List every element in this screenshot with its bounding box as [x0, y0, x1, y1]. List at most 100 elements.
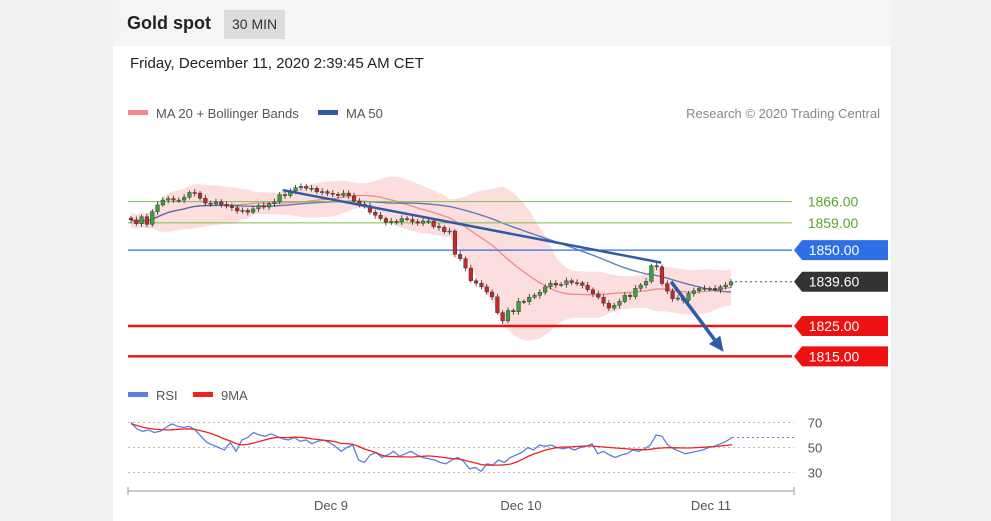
- rsi-tick-label: 70: [808, 416, 822, 431]
- candle: [643, 281, 649, 286]
- candle: [511, 310, 516, 312]
- legend-label: MA 20 + Bollinger Bands: [156, 106, 299, 121]
- candle: [596, 293, 601, 298]
- pivot-price-label: 1850.00: [809, 242, 860, 258]
- forecast-arrow-shaft: [669, 280, 717, 341]
- candle: [272, 201, 277, 204]
- current-price-box: [794, 271, 888, 292]
- resistance-trendline: [282, 188, 662, 264]
- candle: [521, 301, 526, 303]
- candle: [675, 297, 680, 300]
- candle: [351, 195, 357, 202]
- candle: [436, 226, 442, 228]
- timeframe-button[interactable]: 30 MIN: [224, 10, 286, 39]
- candle: [474, 280, 479, 284]
- candle: [139, 216, 144, 224]
- candle: [197, 192, 203, 199]
- candle: [304, 186, 309, 189]
- candle: [336, 194, 341, 196]
- legend-swatch: [128, 392, 148, 397]
- instrument-title: Gold spot: [127, 13, 211, 33]
- candle: [659, 266, 665, 284]
- candle: [633, 288, 638, 297]
- candle: [431, 220, 436, 227]
- candle: [383, 218, 388, 223]
- candle: [399, 218, 404, 223]
- price-legend: MA 20 + Bollinger Bands MA 50: [128, 106, 383, 121]
- candle: [728, 281, 734, 286]
- candle: [219, 201, 224, 205]
- candle: [628, 295, 633, 297]
- candle: [617, 301, 622, 306]
- candle: [405, 218, 410, 220]
- candle: [378, 215, 383, 219]
- rsi-line: [130, 422, 733, 473]
- candle: [144, 216, 149, 225]
- candle: [245, 210, 250, 213]
- candle: [532, 295, 537, 298]
- candle: [548, 283, 553, 288]
- candle: [468, 267, 473, 281]
- candle: [590, 289, 596, 295]
- candle: [213, 201, 219, 204]
- candle: [702, 288, 707, 290]
- candle: [128, 217, 134, 221]
- candle: [447, 230, 452, 233]
- candle: [309, 188, 314, 190]
- x-tick-label: Dec 9: [314, 498, 348, 513]
- candle: [325, 191, 330, 194]
- support-price-label: 1815.00: [809, 348, 860, 364]
- candle: [505, 310, 511, 322]
- candle: [606, 303, 611, 309]
- rsi-tick-label: 30: [808, 466, 822, 481]
- candle: [654, 265, 659, 268]
- candle: [691, 290, 696, 294]
- candle: [537, 292, 542, 296]
- candle: [314, 188, 319, 193]
- chart-datetime: Friday, December 11, 2020 2:39:45 AM CET: [130, 55, 424, 72]
- candle: [150, 211, 155, 225]
- candle: [203, 198, 208, 204]
- candle: [182, 197, 187, 201]
- candle: [490, 291, 495, 298]
- candle: [601, 296, 606, 304]
- candle: [649, 265, 654, 282]
- legend-swatch: [128, 110, 148, 115]
- legend-label: 9MA: [221, 388, 248, 403]
- legend-swatch: [318, 110, 338, 115]
- candle: [718, 286, 723, 291]
- candle: [574, 282, 580, 284]
- candle: [155, 204, 160, 212]
- candle: [240, 210, 245, 212]
- candle: [171, 198, 176, 201]
- candle: [569, 280, 574, 283]
- rsi-legend: RSI 9MA: [128, 388, 248, 403]
- candle: [256, 205, 261, 210]
- candle: [410, 219, 415, 222]
- candle: [665, 283, 670, 292]
- candle: [723, 284, 728, 288]
- candle: [559, 284, 564, 286]
- candle: [330, 193, 335, 195]
- x-tick-label: Dec 10: [500, 498, 541, 513]
- candle: [251, 208, 256, 213]
- candle: [346, 192, 351, 197]
- candle: [452, 230, 457, 255]
- chart-credit: Research © 2020 Trading Central: [686, 106, 880, 121]
- candle: [707, 288, 712, 290]
- candle: [580, 282, 585, 286]
- candle: [697, 288, 702, 292]
- candle: [670, 290, 675, 299]
- support-price-box: [794, 346, 888, 367]
- candle: [585, 285, 590, 290]
- candle: [277, 194, 282, 203]
- candle: [495, 296, 500, 313]
- ma50-line: [130, 200, 732, 293]
- candle: [527, 296, 532, 302]
- candle: [420, 220, 426, 224]
- support-price-label: 1825.00: [809, 318, 860, 334]
- current-price-label: 1839.60: [809, 274, 860, 290]
- pivot-price-box: [794, 240, 888, 261]
- candle: [261, 205, 266, 208]
- candle: [341, 192, 346, 196]
